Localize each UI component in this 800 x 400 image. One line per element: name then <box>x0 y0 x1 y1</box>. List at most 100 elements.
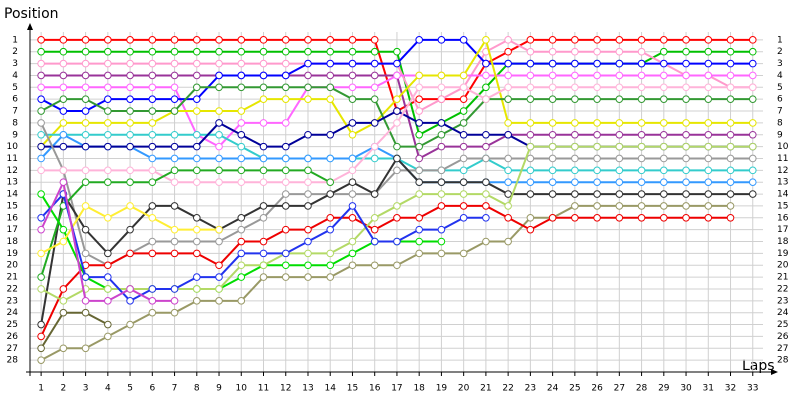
lap-marker <box>148 213 157 222</box>
x-tick-label: 24 <box>547 384 559 394</box>
lap-marker <box>415 107 423 115</box>
lap-marker <box>104 273 112 281</box>
lap-marker <box>726 59 735 68</box>
lap-marker <box>281 273 290 281</box>
lap-marker <box>59 166 68 175</box>
lap-marker <box>348 202 357 210</box>
y-tick-label: 3 <box>12 59 18 69</box>
lap-marker <box>81 344 90 353</box>
lap-marker <box>304 249 312 258</box>
lap-marker <box>104 142 112 151</box>
y-tick-label: 6 <box>12 95 18 105</box>
lap-marker <box>259 154 268 163</box>
lap-marker <box>748 59 757 68</box>
lap-marker <box>148 285 157 293</box>
lap-marker <box>660 130 668 139</box>
lap-marker <box>215 119 223 127</box>
lap-marker <box>682 36 690 44</box>
y-tick-label-right: 18 <box>777 237 789 247</box>
lap-marker <box>504 202 512 210</box>
lap-marker <box>304 71 312 80</box>
lap-marker <box>660 71 668 80</box>
lap-marker <box>81 202 90 210</box>
lap-marker <box>682 166 690 175</box>
lap-marker <box>237 249 246 258</box>
lap-marker <box>482 59 490 68</box>
lap-marker <box>660 36 668 44</box>
x-axis-arrow <box>771 369 778 375</box>
lap-marker <box>660 95 668 103</box>
lap-marker <box>192 107 201 115</box>
y-tick-label-right: 26 <box>777 332 789 342</box>
lap-marker <box>637 71 646 80</box>
lap-marker <box>393 119 401 127</box>
lap-marker <box>660 154 668 163</box>
lap-marker <box>370 142 379 151</box>
lap-marker <box>415 154 423 163</box>
lap-marker <box>192 154 201 163</box>
lap-marker <box>615 95 624 103</box>
lap-marker <box>748 166 757 175</box>
lap-marker <box>548 71 557 80</box>
lap-marker <box>170 178 179 187</box>
lap-marker <box>437 71 446 80</box>
lap-marker <box>215 166 223 175</box>
lap-marker <box>348 83 357 92</box>
lap-marker <box>504 190 512 198</box>
lap-marker <box>393 261 401 270</box>
lap-marker <box>726 202 735 210</box>
lap-marker <box>104 249 112 258</box>
x-tick-label: 19 <box>436 384 448 394</box>
lap-marker <box>81 130 90 139</box>
y-tick-label: 1 <box>12 35 18 45</box>
y-tick-label: 15 <box>7 201 18 211</box>
lap-marker <box>615 166 624 175</box>
lap-marker <box>571 154 579 163</box>
x-axis-label: Laps <box>742 358 775 374</box>
y-tick-label-right: 2 <box>777 47 783 57</box>
lap-marker <box>393 213 401 222</box>
lap-marker <box>548 83 557 92</box>
lap-marker <box>37 95 45 103</box>
lap-marker <box>526 47 535 56</box>
lap-marker <box>81 36 90 44</box>
x-tick-label: 28 <box>636 384 648 394</box>
lap-marker <box>370 47 379 56</box>
y-tick-label: 24 <box>7 308 19 318</box>
lap-marker <box>59 47 68 56</box>
y-tick-label: 2 <box>12 47 18 57</box>
lap-marker <box>192 213 201 222</box>
lap-marker <box>59 71 68 80</box>
lap-marker <box>593 130 601 139</box>
lap-marker <box>682 130 690 139</box>
lap-marker <box>704 166 713 175</box>
lap-marker <box>571 71 579 80</box>
lap-marker <box>393 95 401 103</box>
lap-marker <box>37 320 45 329</box>
lap-marker <box>259 59 268 68</box>
lap-marker <box>81 95 90 103</box>
lap-marker <box>192 249 201 258</box>
lap-marker <box>170 47 179 56</box>
lap-marker <box>237 225 246 234</box>
lap-marker <box>348 119 357 127</box>
lap-marker <box>726 71 735 80</box>
lap-marker <box>192 297 201 305</box>
lap-marker <box>482 213 490 222</box>
lap-marker <box>615 213 624 222</box>
lap-marker <box>548 142 557 151</box>
y-tick-label-right: 1 <box>777 35 783 45</box>
lap-marker <box>348 71 357 80</box>
lap-marker <box>215 130 223 139</box>
lap-marker <box>170 107 179 115</box>
lap-marker <box>170 237 179 246</box>
lap-marker <box>482 154 490 163</box>
lap-marker <box>126 71 134 80</box>
lap-marker <box>304 166 312 175</box>
y-tick-label-right: 21 <box>777 273 788 283</box>
lap-marker <box>571 47 579 56</box>
lap-marker <box>370 59 379 68</box>
lap-marker <box>482 130 490 139</box>
lap-marker <box>504 130 512 139</box>
lap-marker <box>81 83 90 92</box>
